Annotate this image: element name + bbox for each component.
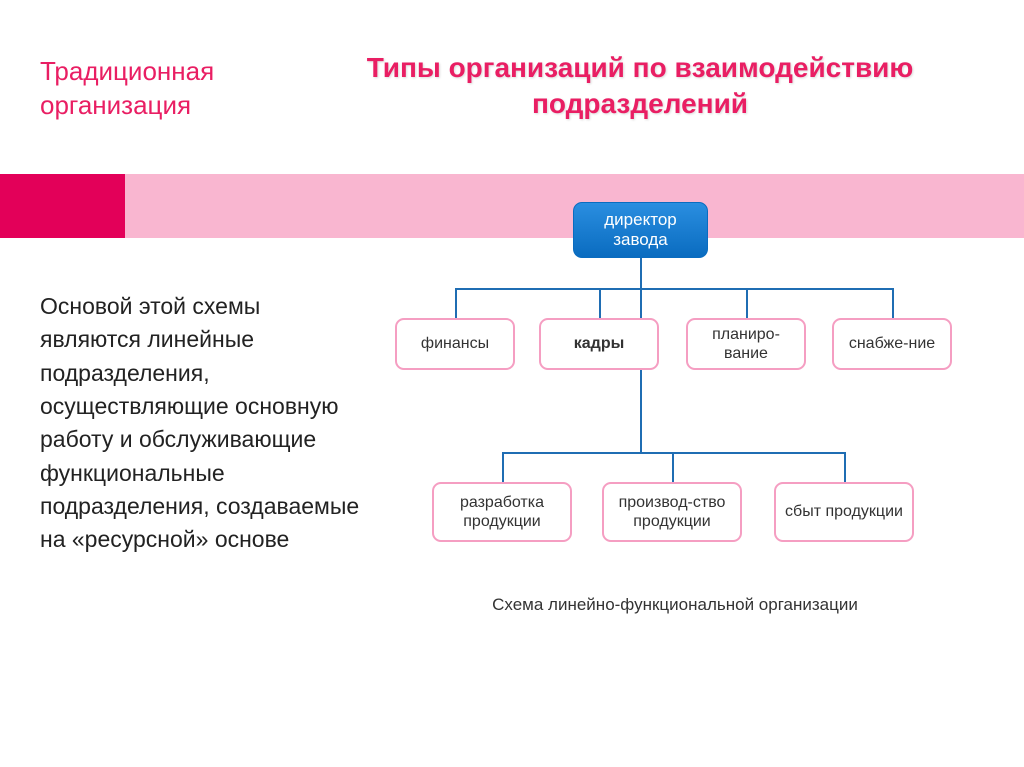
org-node-label: кадры — [574, 334, 625, 353]
org-node-label: производ-ство продукции — [610, 493, 734, 531]
org-node-label: сбыт продукции — [785, 502, 903, 521]
connector — [455, 288, 893, 290]
accent-band-dark — [0, 174, 125, 238]
org-node-planning: планиро-вание — [686, 318, 806, 370]
connector — [844, 452, 846, 482]
subtitle: Традиционная организация — [40, 55, 270, 123]
chart-caption: Схема линейно-функциональной организации — [430, 595, 920, 615]
connector — [672, 452, 674, 482]
connector — [502, 452, 504, 482]
org-node-label: финансы — [421, 334, 489, 353]
org-node-label: разработка продукции — [440, 493, 564, 531]
connector — [599, 288, 601, 318]
org-node-production: производ-ство продукции — [602, 482, 742, 542]
title-line-1: Типы организаций по взаимодействию — [367, 52, 914, 83]
title-line-2: подразделений — [532, 88, 748, 119]
org-node-supply: снабже-ние — [832, 318, 952, 370]
org-node-root: директор завода — [573, 202, 708, 258]
body-paragraph: Основой этой схемы являются линейные под… — [40, 290, 360, 557]
org-node-dev: разработка продукции — [432, 482, 572, 542]
org-node-sales: сбыт продукции — [774, 482, 914, 542]
page-title: Типы организаций по взаимодействию подра… — [310, 50, 970, 123]
connector — [746, 288, 748, 318]
org-node-label: директор завода — [580, 210, 701, 251]
org-node-finance: финансы — [395, 318, 515, 370]
org-node-label: снабже-ние — [849, 334, 935, 353]
org-node-hr: кадры — [539, 318, 659, 370]
org-node-label: планиро-вание — [694, 325, 798, 363]
connector — [892, 288, 894, 318]
connector — [455, 288, 457, 318]
